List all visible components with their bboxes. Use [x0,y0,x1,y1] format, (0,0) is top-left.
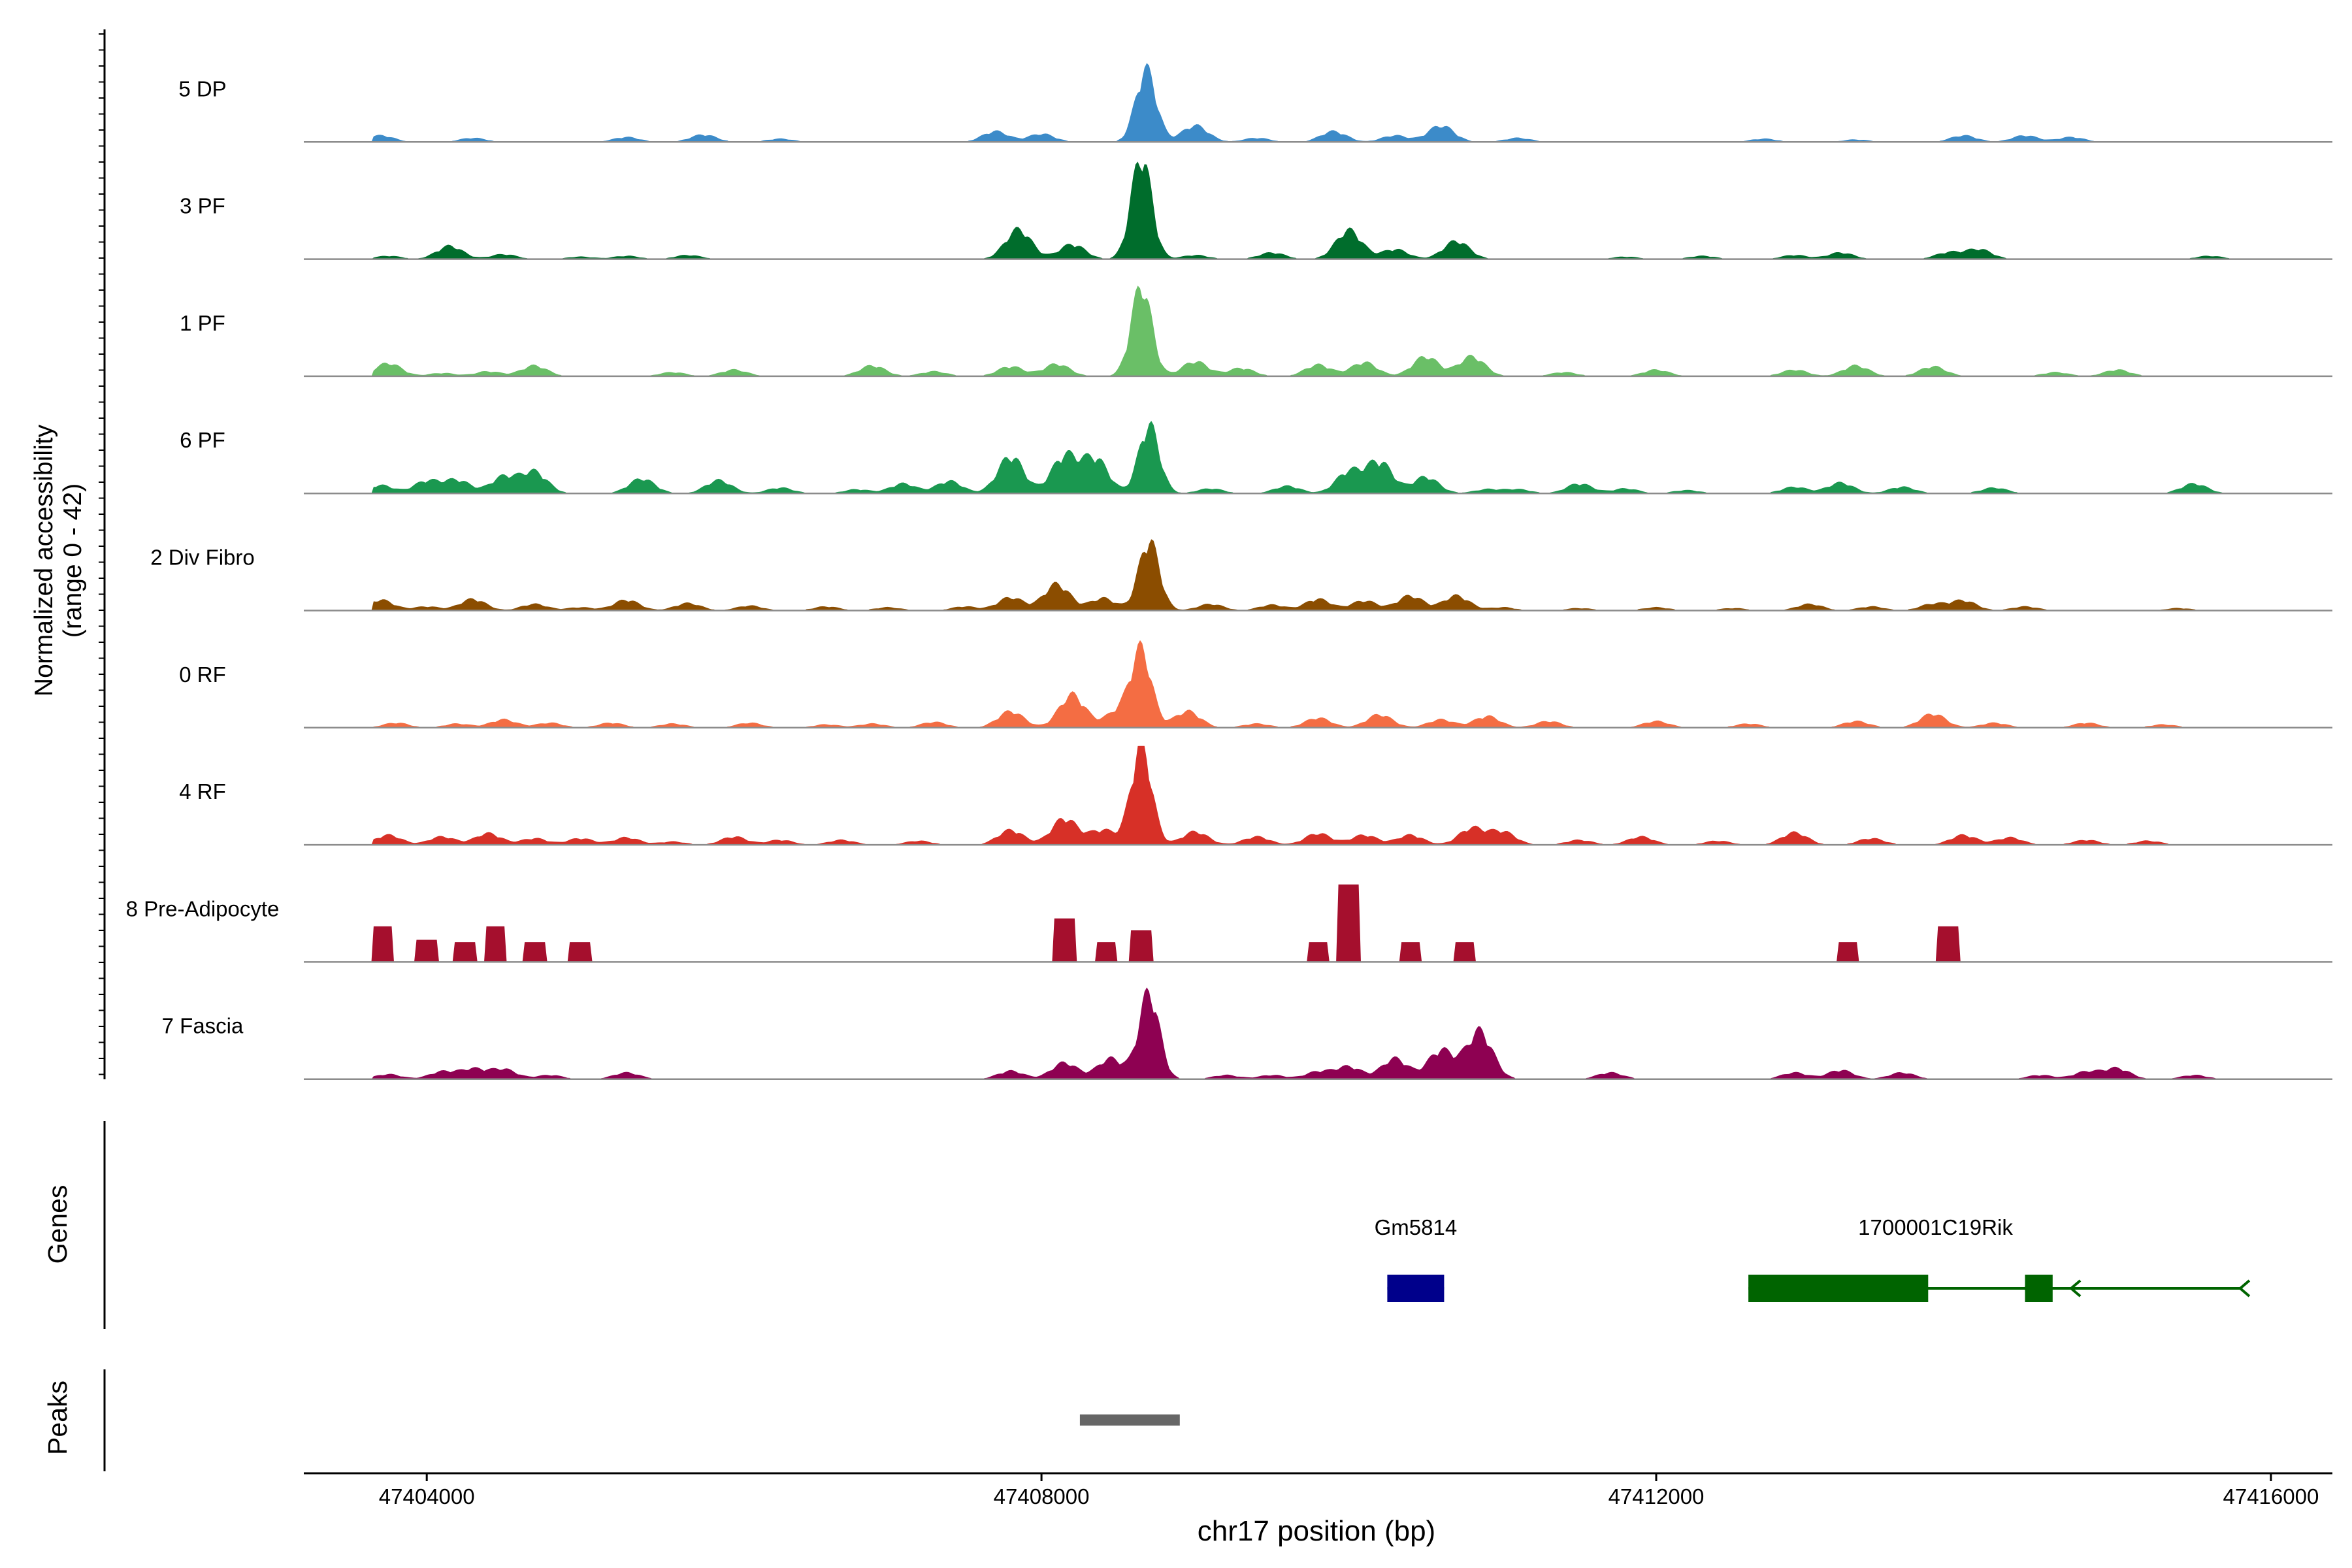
track-label: 4 RF [179,779,226,804]
gene-label-gm5814: Gm5814 [1375,1215,1458,1239]
peak-region-bar [1079,1414,1180,1426]
coverage-area-6-pf [304,421,2332,494]
coverage-area-8-pre-adipocyte [304,884,2332,962]
gene-label-1700001c19rik: 1700001C19Rik [1858,1215,2013,1239]
accessibility-tracks: 5 DP 3 PF 1 PF 6 PF 2 Div Fibro 0 RF 4 RF 8 Pre… [99,29,2332,1080]
track-label: 8 Pre-Adipocyte [126,896,280,921]
track-label: 3 PF [180,194,225,218]
y-axis-label: Normalized accessibility [30,424,58,696]
x-tick-label: 47412000 [1609,1484,1705,1509]
genes-panel-label: Genes [42,1185,73,1264]
x-tick-label: 47408000 [994,1484,1090,1509]
track-label: 5 DP [178,76,226,101]
gene-exon-1700001c19rik [1748,1275,1929,1302]
x-axis: 47404000 47408000 47412000 47416000 [304,1472,2332,1509]
genes-panel: Gm5814 1700001C19Rik [103,1121,2251,1329]
track-label: 1 PF [180,311,225,335]
x-tick-label: 47404000 [379,1484,475,1509]
y-axis-range-label: (range 0 - 42) [59,483,87,638]
gene-exon-gm5814 [1387,1275,1445,1302]
x-axis-label: chr17 position (bp) [1198,1515,1435,1547]
track-label: 0 RF [179,662,226,687]
strand-arrow-icon [2238,1279,2251,1298]
strand-arrow-icon [2069,1279,2082,1298]
gene-exon-1700001c19rik [2025,1275,2053,1302]
track-label: 7 Fascia [162,1014,244,1038]
strand-arrow-icon [2023,1279,2035,1298]
coverage-area-7-fascia [304,987,2332,1079]
track-label: 2 Div Fibro [150,546,255,570]
peaks-panel [103,1369,1180,1471]
x-tick-label: 47416000 [2223,1484,2319,1509]
track-label: 6 PF [180,428,225,452]
peaks-panel-label: Peaks [42,1380,73,1455]
